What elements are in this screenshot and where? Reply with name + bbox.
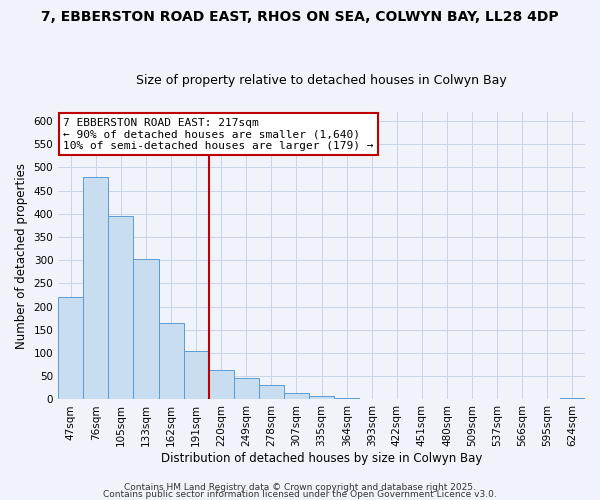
Title: Size of property relative to detached houses in Colwyn Bay: Size of property relative to detached ho… (136, 74, 507, 87)
Bar (334, 398, 359, 400)
Bar (309, 396, 334, 400)
Y-axis label: Number of detached properties: Number of detached properties (15, 162, 28, 348)
Bar (109, 216, 133, 400)
Bar (184, 350, 209, 400)
Bar (58, 298, 83, 400)
Text: Contains HM Land Registry data © Crown copyright and database right 2025.: Contains HM Land Registry data © Crown c… (124, 484, 476, 492)
X-axis label: Distribution of detached houses by size in Colwyn Bay: Distribution of detached houses by size … (161, 452, 482, 465)
Bar (209, 370, 234, 400)
Bar (560, 398, 585, 400)
Bar (259, 385, 284, 400)
Text: 7 EBBERSTON ROAD EAST: 217sqm
← 90% of detached houses are smaller (1,640)
10% o: 7 EBBERSTON ROAD EAST: 217sqm ← 90% of d… (64, 118, 374, 150)
Bar (83, 176, 109, 400)
Text: 7, EBBERSTON ROAD EAST, RHOS ON SEA, COLWYN BAY, LL28 4DP: 7, EBBERSTON ROAD EAST, RHOS ON SEA, COL… (41, 10, 559, 24)
Bar (158, 323, 184, 400)
Bar (284, 394, 309, 400)
Bar (133, 260, 158, 400)
Text: Contains public sector information licensed under the Open Government Licence v3: Contains public sector information licen… (103, 490, 497, 499)
Bar (234, 378, 259, 400)
